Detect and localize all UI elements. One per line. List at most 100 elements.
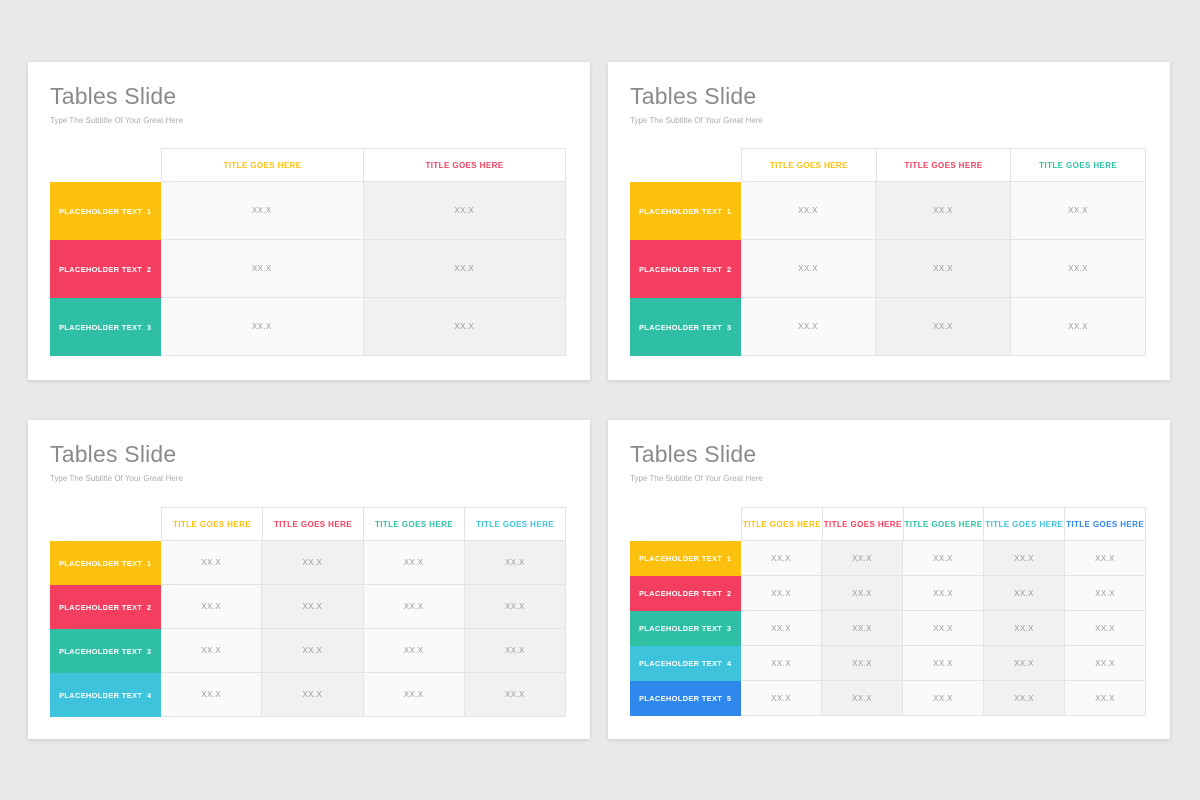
table-header-row: TITLE GOES HERE TITLE GOES HERE: [161, 148, 566, 182]
table-row: PLACEHOLDER TEXT 3 XX.X XX.X XX.X: [630, 298, 1146, 356]
slide-table: TITLE GOES HERE TITLE GOES HERE TITLE GOES…: [630, 507, 1146, 716]
slide-subtitle: Type The Subtitle Of Your Great Here: [630, 116, 763, 125]
row-header: PLACEHOLDER TEXT 3: [630, 611, 741, 646]
data-cell: XX.X: [464, 585, 566, 629]
row-header: PLACEHOLDER TEXT 3: [50, 629, 161, 673]
slide-table: TITLE GOES HERE TITLE GOES HERE TITLE GOES…: [630, 148, 1146, 356]
data-cell: XX.X: [984, 681, 1065, 716]
column-header: TITLE GOES HERE: [823, 508, 904, 540]
data-cell: XX.X: [262, 673, 364, 717]
slide-subtitle: Type The Subtitle Of Your Great Here: [630, 474, 763, 483]
column-header: TITLE GOES HERE: [475, 519, 554, 529]
data-cell: XX.X: [363, 541, 465, 585]
table-header-row: TITLE GOES HERE TITLE GOES HERE TITLE GOES…: [161, 507, 566, 541]
data-cell: XX.X: [741, 182, 876, 240]
slide-thumbnail-2[interactable]: Tables Slide Type The Subtitle Of Your G…: [608, 62, 1170, 380]
column-header: TITLE GOES HERE: [742, 149, 877, 181]
table-body: PLACEHOLDER TEXT 1 XX.X XX.X XX.X XX.X XX.X PL…: [630, 541, 1146, 716]
slide-subtitle: Type The Subtitle Of Your Great Here: [50, 474, 183, 483]
table-row: PLACEHOLDER TEXT 3 XX.X XX.X XX.X XX.X: [50, 629, 566, 673]
table-row: PLACEHOLDER TEXT 4 XX.X XX.X XX.X XX.X XX.X: [630, 646, 1146, 681]
data-cell: XX.X: [741, 541, 822, 576]
data-cell: XX.X: [1065, 576, 1146, 611]
data-cell: XX.X: [161, 585, 263, 629]
data-cell: XX.X: [1065, 681, 1146, 716]
data-cell: XX.X: [363, 585, 465, 629]
data-cell: XX.X: [1065, 541, 1146, 576]
table-body: PLACEHOLDER TEXT 1 XX.X XX.X XX.X PLACEHOLDE…: [630, 182, 1146, 356]
table-row: PLACEHOLDER TEXT 2 XX.X XX.X XX.X XX.X XX.X: [630, 576, 1146, 611]
column-header: TITLE GOES HERE: [1039, 160, 1118, 170]
table-row: PLACEHOLDER TEXT 3 XX.X XX.X XX.X XX.X XX.X: [630, 611, 1146, 646]
slide-thumbnail-1[interactable]: Tables Slide Type The Subtitle Of Your G…: [28, 62, 590, 380]
slide-thumbnail-3[interactable]: Tables Slide Type The Subtitle Of Your G…: [28, 420, 590, 739]
row-header: PLACEHOLDER TEXT 1: [50, 541, 161, 585]
data-cell: XX.X: [161, 298, 364, 356]
row-header: PLACEHOLDER TEXT 2: [50, 240, 161, 298]
data-cell: XX.X: [741, 646, 822, 681]
data-cell: XX.X: [464, 673, 566, 717]
table-row: PLACEHOLDER TEXT 4 XX.X XX.X XX.X XX.X: [50, 673, 566, 717]
slide-title: Tables Slide: [50, 441, 177, 467]
data-cell: XX.X: [1065, 611, 1146, 646]
data-cell: XX.X: [161, 240, 364, 298]
column-header: TITLE GOES HERE: [877, 149, 1012, 181]
slide-title: Tables Slide: [630, 441, 757, 467]
data-cell: XX.X: [161, 629, 263, 673]
column-header: TITLE GOES HERE: [162, 508, 263, 540]
data-cell: XX.X: [262, 541, 364, 585]
column-header: TITLE GOES HERE: [742, 508, 823, 540]
data-cell: XX.X: [876, 298, 1011, 356]
table-row: PLACEHOLDER TEXT 1 XX.X XX.X XX.X: [630, 182, 1146, 240]
data-cell: XX.X: [822, 611, 903, 646]
data-cell: XX.X: [876, 240, 1011, 298]
data-cell: XX.X: [1011, 182, 1146, 240]
data-cell: XX.X: [984, 646, 1065, 681]
table-row: PLACEHOLDER TEXT 1 XX.X XX.X: [50, 182, 566, 240]
table-row: PLACEHOLDER TEXT 1 XX.X XX.X XX.X XX.X XX.X: [630, 541, 1146, 576]
column-header: TITLE GOES HERE: [263, 508, 364, 540]
row-header: PLACEHOLDER TEXT 1: [50, 182, 161, 240]
data-cell: XX.X: [363, 182, 566, 240]
row-header: PLACEHOLDER TEXT 2: [630, 576, 741, 611]
table-row: PLACEHOLDER TEXT 5 XX.X XX.X XX.X XX.X XX.X: [630, 681, 1146, 716]
data-cell: XX.X: [822, 541, 903, 576]
row-header: PLACEHOLDER TEXT 2: [50, 585, 161, 629]
data-cell: XX.X: [741, 681, 822, 716]
data-cell: XX.X: [741, 611, 822, 646]
slide-subtitle: Type The Subtitle Of Your Great Here: [50, 116, 183, 125]
row-header: PLACEHOLDER TEXT 1: [630, 182, 741, 240]
data-cell: XX.X: [876, 182, 1011, 240]
column-header: TITLE GOES HERE: [364, 508, 465, 540]
data-cell: XX.X: [741, 298, 876, 356]
table-header-row: TITLE GOES HERE TITLE GOES HERE TITLE GOES…: [741, 148, 1146, 182]
data-cell: XX.X: [741, 240, 876, 298]
data-cell: XX.X: [903, 611, 984, 646]
column-header: TITLE GOES HERE: [1066, 519, 1145, 529]
table-row: PLACEHOLDER TEXT 2 XX.X XX.X XX.X XX.X: [50, 585, 566, 629]
row-header: PLACEHOLDER TEXT 5: [630, 681, 741, 716]
data-cell: XX.X: [161, 182, 364, 240]
data-cell: XX.X: [903, 646, 984, 681]
slide-table: TITLE GOES HERE TITLE GOES HERE TITLE GOES…: [50, 507, 566, 717]
column-header: TITLE GOES HERE: [904, 508, 985, 540]
column-header: TITLE GOES HERE: [425, 160, 504, 170]
data-cell: XX.X: [822, 681, 903, 716]
table-row: PLACEHOLDER TEXT 2 XX.X XX.X XX.X: [630, 240, 1146, 298]
data-cell: XX.X: [363, 298, 566, 356]
data-cell: XX.X: [262, 629, 364, 673]
data-cell: XX.X: [822, 646, 903, 681]
data-cell: XX.X: [903, 541, 984, 576]
slide-thumbnail-4[interactable]: Tables Slide Type The Subtitle Of Your G…: [608, 420, 1170, 739]
table-body: PLACEHOLDER TEXT 1 XX.X XX.X XX.X XX.X PLACEH…: [50, 541, 566, 717]
data-cell: XX.X: [903, 576, 984, 611]
row-header: PLACEHOLDER TEXT 4: [50, 673, 161, 717]
row-header: PLACEHOLDER TEXT 3: [50, 298, 161, 356]
data-cell: XX.X: [161, 673, 263, 717]
slide-table: TITLE GOES HERE TITLE GOES HERE PLACEHOLD…: [50, 148, 566, 356]
table-header-row: TITLE GOES HERE TITLE GOES HERE TITLE GOES…: [741, 507, 1146, 541]
data-cell: XX.X: [262, 585, 364, 629]
table-row: PLACEHOLDER TEXT 1 XX.X XX.X XX.X XX.X: [50, 541, 566, 585]
slide-title: Tables Slide: [50, 83, 177, 109]
data-cell: XX.X: [363, 629, 465, 673]
